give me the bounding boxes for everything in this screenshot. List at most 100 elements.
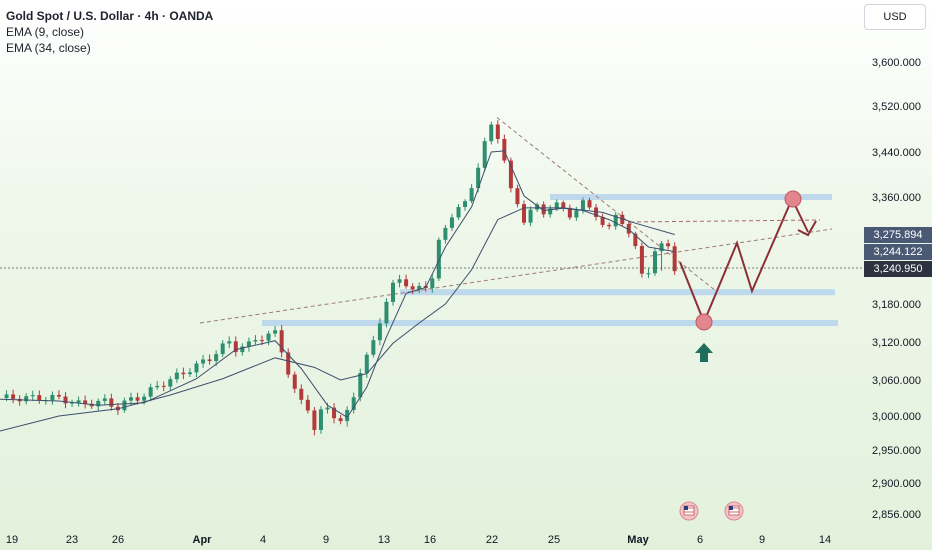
us-flag-event-icon[interactable] [679, 501, 699, 521]
candle-body [567, 207, 572, 218]
us-flag-event-icon[interactable] [724, 501, 744, 521]
candle-body [515, 188, 520, 205]
y-tick-label: 2,900.000 [872, 478, 921, 490]
candle-body [613, 214, 618, 227]
ema-slow-label[interactable]: EMA (34, close) [6, 41, 91, 55]
candle-body [502, 138, 507, 161]
y-tick-label: 3,180.000 [872, 299, 921, 311]
flag-canton [729, 506, 733, 510]
candle-body [201, 359, 206, 364]
up-arrow-icon [695, 343, 713, 362]
candle-body [580, 200, 585, 211]
candle-body [96, 400, 101, 407]
candle-body [56, 394, 61, 397]
candle-body [4, 394, 9, 398]
candle-body [11, 394, 16, 399]
zone-band-0 [550, 194, 832, 200]
candle-body [325, 407, 330, 410]
candle-body [214, 354, 219, 362]
candle-body [299, 388, 304, 400]
candle-body [456, 207, 461, 218]
candle-body [528, 209, 533, 223]
y-tick-label: 3,360.000 [872, 192, 921, 204]
trendlines [199, 117, 833, 324]
candle-body [345, 409, 350, 422]
x-tick-label: 4 [260, 534, 266, 546]
x-tick-label: 16 [424, 534, 436, 546]
candle-body [436, 239, 441, 279]
candle-body [37, 395, 42, 401]
x-tick-label: 26 [112, 534, 124, 546]
candle-body [561, 202, 566, 208]
y-tick-label: 3,520.000 [872, 101, 921, 113]
symbol-title[interactable]: Gold Spot / U.S. Dollar · 4h · OANDA [6, 9, 214, 23]
candle-body [371, 340, 376, 355]
candle-body [76, 400, 81, 403]
candle-body [391, 282, 395, 302]
candle-body [246, 341, 251, 347]
candle-body [129, 397, 133, 401]
candle-body [102, 398, 107, 401]
candle-body [260, 340, 264, 342]
candle-body [587, 200, 592, 208]
candle-body [155, 385, 160, 388]
candle-body [364, 354, 369, 374]
candle-body [148, 387, 153, 397]
candle-body [600, 216, 605, 225]
candle-body [174, 372, 179, 380]
y-tick-label: 3,440.000 [872, 147, 921, 159]
price-tag-last: 3,240.950 [864, 261, 932, 277]
candle-body [495, 124, 500, 139]
candle-body [332, 407, 337, 419]
candle-body [646, 273, 651, 275]
y-tick-label: 2,856.000 [872, 509, 921, 521]
flag-canton [684, 506, 688, 510]
candle-body [449, 217, 454, 228]
candle-body [522, 204, 526, 223]
candle-body [377, 323, 382, 341]
projection-path [679, 196, 809, 325]
ema-fast-label[interactable]: EMA (9, close) [6, 25, 85, 39]
price-tag-ema34: 3,275.894 [864, 227, 932, 243]
candle-body [666, 243, 671, 247]
time-axis: 19 23 26 Apr 4 9 13 16 22 25 May 6 9 14 [6, 534, 831, 546]
candle-body [286, 352, 291, 375]
x-tick-label: 23 [66, 534, 78, 546]
candle-body [292, 374, 297, 389]
candle-body [318, 409, 323, 430]
event-icons [679, 501, 744, 521]
candle-body [672, 246, 677, 272]
candle-body [554, 202, 559, 209]
candle-body [70, 402, 75, 404]
x-tick-label: 6 [697, 534, 703, 546]
currency-selector[interactable]: USD [864, 4, 926, 30]
candle-body [30, 395, 35, 397]
x-tick-label: Apr [193, 534, 213, 546]
candle-body [626, 223, 631, 234]
x-tick-label: 14 [819, 534, 831, 546]
candle-body [63, 396, 68, 404]
candle-body [463, 201, 468, 208]
candle-body [305, 399, 310, 411]
resistance-dashed-line [629, 219, 821, 223]
candle-body [633, 233, 638, 247]
candle-body [404, 279, 409, 287]
zone-band-2 [262, 320, 838, 326]
x-tick-label: 22 [486, 534, 498, 546]
candle-body [443, 227, 448, 240]
price-axis: 3,600.000 3,520.000 3,440.000 3,360.000 3,18… [872, 57, 921, 521]
chart-legend: Gold Spot / U.S. Dollar · 4h · OANDA EMA… [6, 8, 213, 56]
candle-body [233, 341, 238, 353]
y-tick-label: 2,950.000 [872, 445, 921, 457]
candle-body [253, 340, 258, 342]
x-tick-label: May [627, 534, 649, 546]
candle-body [312, 410, 317, 430]
flag-icon [728, 505, 740, 516]
candle-body [194, 363, 199, 373]
candle-body [607, 224, 612, 227]
buy-target-circle [695, 313, 713, 331]
support-resistance-zones [262, 194, 838, 326]
candle-body [161, 385, 166, 387]
candle-body [83, 400, 88, 404]
